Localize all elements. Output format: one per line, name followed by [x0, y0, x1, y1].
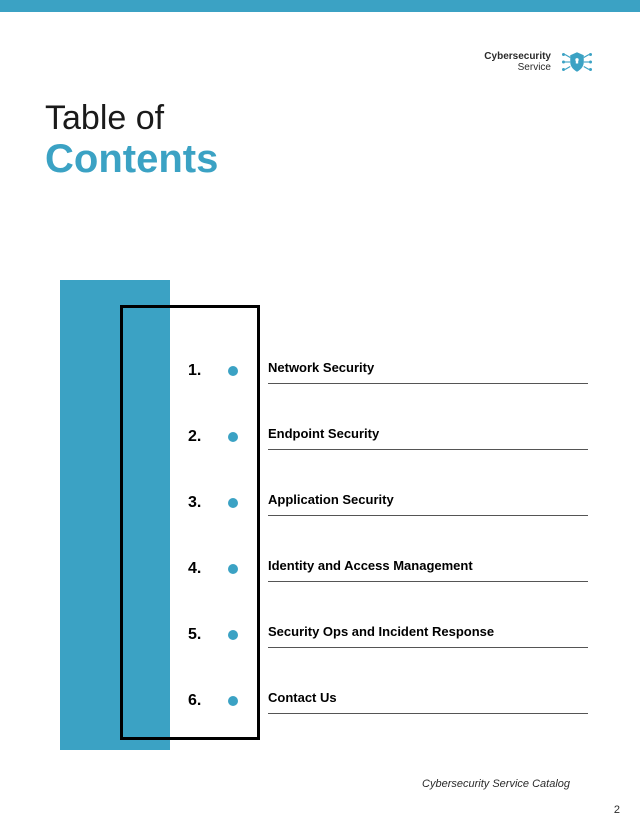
toc-label: Security Ops and Incident Response [268, 624, 494, 639]
toc-label: Network Security [268, 360, 374, 375]
toc-number: 2. [188, 428, 228, 446]
toc-label-wrap: Network Security [268, 359, 588, 384]
bullet-icon [228, 366, 238, 376]
toc-label: Contact Us [268, 690, 337, 705]
logo-text-secondary: Service [484, 62, 551, 73]
toc-label: Application Security [268, 492, 394, 507]
shield-icon [559, 50, 595, 74]
toc-label-wrap: Application Security [268, 491, 588, 516]
heading-line2: Contents [45, 137, 218, 181]
toc-label-wrap: Contact Us [268, 689, 588, 714]
page-number: 2 [614, 804, 620, 816]
bullet-icon [228, 432, 238, 442]
toc-item: 5. Security Ops and Incident Response [188, 624, 588, 646]
toc-number: 3. [188, 494, 228, 512]
toc-number: 5. [188, 626, 228, 644]
toc-item: 6. Contact Us [188, 690, 588, 712]
page-heading: Table of Contents [45, 100, 218, 181]
toc-number: 6. [188, 692, 228, 710]
toc-item: 4. Identity and Access Management [188, 558, 588, 580]
toc-label: Endpoint Security [268, 426, 379, 441]
toc-label-wrap: Endpoint Security [268, 425, 588, 450]
heading-line1: Table of [45, 100, 218, 137]
bullet-icon [228, 564, 238, 574]
bullet-icon [228, 630, 238, 640]
toc-number: 1. [188, 362, 228, 380]
logo-text: Cybersecurity Service [484, 51, 551, 73]
footer-caption: Cybersecurity Service Catalog [422, 778, 570, 790]
toc-item: 1. Network Security [188, 360, 588, 382]
top-accent-bar [0, 0, 640, 12]
bullet-icon [228, 498, 238, 508]
toc-label-wrap: Security Ops and Incident Response [268, 623, 588, 648]
logo-text-primary: Cybersecurity [484, 51, 551, 62]
toc-label-wrap: Identity and Access Management [268, 557, 588, 582]
toc-item: 3. Application Security [188, 492, 588, 514]
bullet-icon [228, 696, 238, 706]
toc-label: Identity and Access Management [268, 558, 473, 573]
logo-block: Cybersecurity Service [484, 50, 595, 74]
toc-item: 2. Endpoint Security [188, 426, 588, 448]
toc-number: 4. [188, 560, 228, 578]
toc-list: 1. Network Security 2. Endpoint Security… [188, 360, 588, 756]
